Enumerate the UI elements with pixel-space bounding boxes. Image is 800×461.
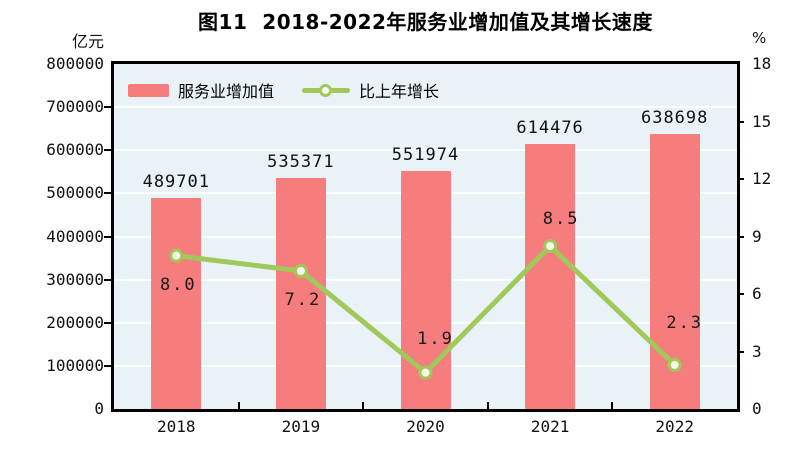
- y-axis-tick-label-right: 12: [752, 169, 772, 188]
- y-axis-tick-label-left: 600000: [46, 140, 104, 160]
- y-axis-tick-label-left: 400000: [46, 226, 104, 246]
- y-axis-tick-left: [104, 321, 111, 324]
- growth-marker-icon: [543, 239, 558, 254]
- growth-marker-icon: [293, 264, 308, 278]
- x-axis-label-2021: 2021: [530, 417, 570, 436]
- growth-marker-icon: [418, 365, 433, 380]
- x-axis-label-2020: 2020: [406, 417, 445, 436]
- x-axis-tick: [362, 402, 365, 409]
- legend-line-label: 比上年增长: [359, 82, 440, 101]
- gridline: [114, 106, 737, 109]
- growth-marker-icon: [667, 357, 682, 372]
- y-axis-tick-label-left: 300000: [46, 269, 104, 289]
- legend-line-swatch: [302, 83, 351, 97]
- bar-value-label: 535371: [267, 152, 335, 173]
- bar-2018: [151, 197, 202, 409]
- y-axis-tick-left: [104, 149, 111, 152]
- legend-bar-label: 服务业增加值: [178, 82, 275, 101]
- y-axis-tick-label-left: 200000: [46, 312, 104, 332]
- bar-value-label: 489701: [142, 171, 210, 192]
- y-axis-tick-left: [104, 192, 111, 195]
- y-axis-tick-left: [104, 235, 111, 238]
- y-axis-tick-label-left: 700000: [46, 97, 104, 117]
- bar-value-label: 614476: [516, 118, 584, 138]
- bar-value-label: 551974: [391, 144, 460, 165]
- growth-value-label: 8.0: [159, 274, 197, 295]
- y-axis-tick-left: [104, 278, 111, 281]
- growth-value-label: 1.9: [417, 328, 454, 349]
- x-axis-tick: [611, 402, 614, 409]
- legend: 服务业增加值 比上年增长: [128, 78, 439, 102]
- y-axis-tick-label-left: 0: [94, 399, 104, 418]
- y-axis-tick-right: [737, 235, 744, 238]
- y-axis-tick-right: [737, 178, 744, 180]
- x-axis-label-2018: 2018: [157, 417, 196, 436]
- y-axis-tick-label-left: 800000: [46, 54, 104, 73]
- y-axis-tick-label-right: 9: [752, 226, 762, 246]
- y-axis-tick-left: [104, 106, 111, 109]
- x-axis-label-2022: 2022: [655, 417, 694, 436]
- y-axis-tick-label-right: 15: [752, 111, 772, 131]
- y-axis-tick-label-right: 0: [752, 399, 762, 418]
- bar-2021: [525, 144, 576, 409]
- growth-line: [175, 243, 677, 376]
- growth-value-label: 2.3: [666, 312, 704, 333]
- plot-area: 服务业增加值 比上年增长 489701 535371 551974 614476 638…: [111, 61, 740, 412]
- bar-value-label: 638698: [640, 107, 709, 128]
- y-axis-tick-label-left: 100000: [46, 355, 104, 375]
- growth-value-label: 7.2: [284, 290, 322, 310]
- legend-bar-swatch: [128, 83, 169, 97]
- x-axis-tick: [237, 402, 240, 409]
- growth-marker-icon: [169, 248, 184, 263]
- y-axis-tick-right: [737, 350, 744, 353]
- legend-line-marker-icon: [319, 83, 333, 97]
- y-axis-tick-label-right: 18: [752, 54, 772, 73]
- y-axis-tick-label-right: 3: [752, 341, 762, 361]
- y-axis-tick-left: [104, 364, 111, 367]
- bar-2019: [275, 178, 326, 409]
- y-axis-tick-label-right: 6: [752, 284, 762, 303]
- gridline: [114, 149, 737, 152]
- y-axis-tick-right: [737, 120, 744, 123]
- growth-line-layer: [169, 239, 682, 380]
- x-axis-label-2019: 2019: [281, 417, 321, 436]
- left-axis-unit: 亿元: [71, 32, 104, 51]
- growth-value-label: 8.5: [542, 209, 580, 230]
- y-axis-tick-right: [737, 293, 744, 295]
- y-axis-tick-label-left: 500000: [46, 183, 104, 203]
- chart-title: 图11 2018-2022年服务业增加值及其增长速度: [198, 10, 653, 34]
- x-axis-tick: [486, 402, 489, 409]
- right-axis-unit: %: [752, 29, 767, 47]
